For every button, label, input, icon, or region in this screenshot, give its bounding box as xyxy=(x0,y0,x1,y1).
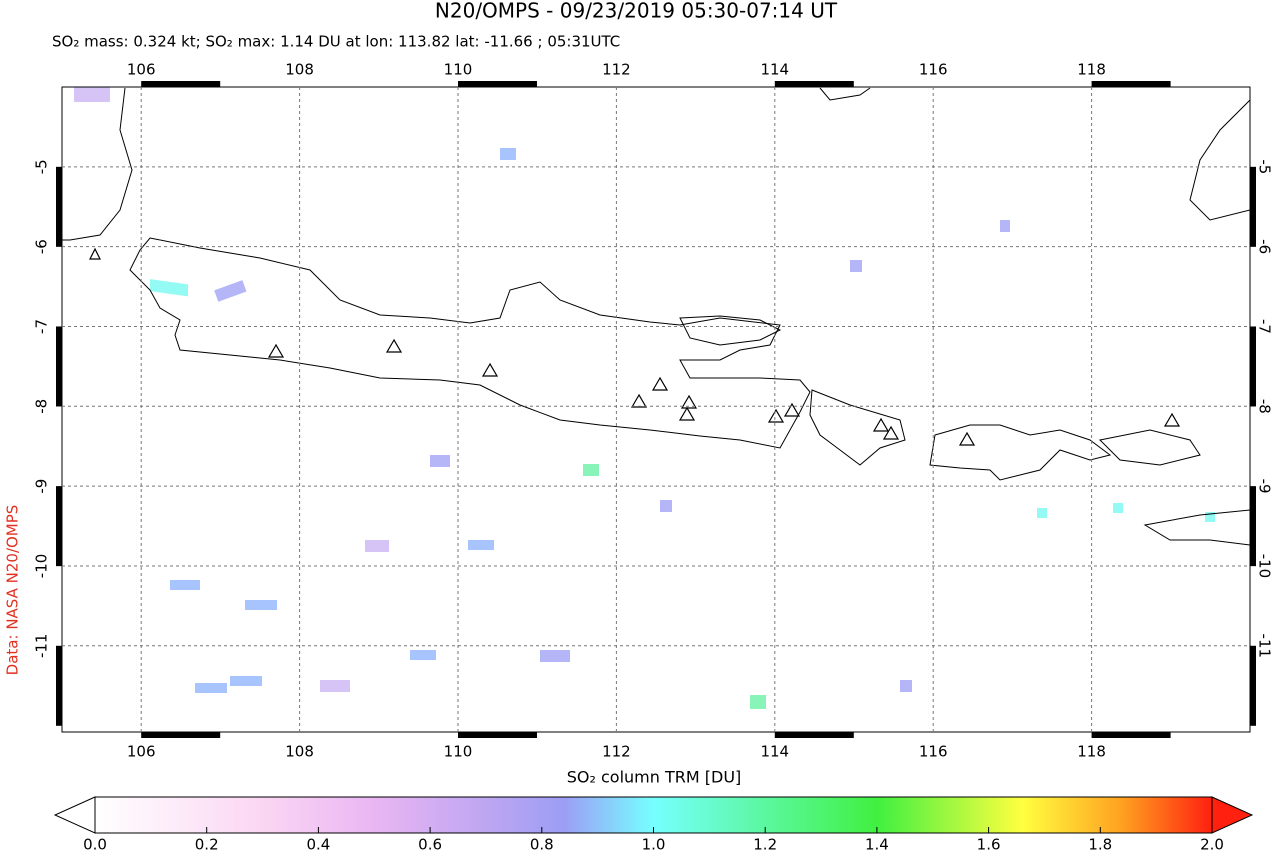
x-tick-label: 116 xyxy=(919,61,948,79)
title: N20/OMPS - 09/23/2019 05:30-07:14 UT xyxy=(435,0,838,23)
colorbar-tick-label: 1.6 xyxy=(977,836,1001,854)
colorbar-over xyxy=(1212,797,1252,833)
y-tick-label: -8 xyxy=(33,399,51,414)
frame-bar xyxy=(56,486,62,566)
y-tick-label: -10 xyxy=(33,554,51,579)
y-tick-label: -10 xyxy=(1256,554,1272,579)
colorbar-tick-label: 0.8 xyxy=(530,836,554,854)
y-tick-label: -6 xyxy=(1256,239,1272,254)
x-tick-label: 118 xyxy=(1077,743,1106,761)
colorbar-tick-label: 1.4 xyxy=(865,836,889,854)
map-frame xyxy=(62,87,1250,732)
x-tick-label: 110 xyxy=(444,743,473,761)
y-tick-label: -6 xyxy=(33,239,51,254)
frame-bar xyxy=(458,81,537,87)
y-tick-label: -8 xyxy=(1256,399,1272,414)
coastline xyxy=(62,88,1250,545)
x-tick-label: 108 xyxy=(285,61,314,79)
frame-bar xyxy=(1250,167,1256,247)
y-tick-label: -11 xyxy=(1256,634,1272,659)
frame-bar xyxy=(141,732,220,738)
y-tick-label: -11 xyxy=(33,634,51,659)
colorbar-tick-label: 1.0 xyxy=(642,836,666,854)
so2-pixels xyxy=(74,86,1215,709)
x-tick-label: 106 xyxy=(127,743,156,761)
y-tick-label: -9 xyxy=(33,479,51,494)
x-tick-label: 112 xyxy=(602,743,631,761)
x-tick-label: 110 xyxy=(444,61,473,79)
frame-bar xyxy=(56,646,62,726)
x-tick-label: 116 xyxy=(919,743,948,761)
y-tick-label: -5 xyxy=(1256,159,1272,174)
y-tick-label: -7 xyxy=(33,319,51,334)
y-tick-label: -9 xyxy=(1256,479,1272,494)
colorbar-under xyxy=(55,797,95,833)
frame-bar xyxy=(1250,326,1256,406)
x-tick-label: 114 xyxy=(760,61,789,79)
colorbar-tick-label: 0.4 xyxy=(306,836,330,854)
colorbar-label: SO₂ column TRM [DU] xyxy=(567,768,742,787)
x-tick-label: 112 xyxy=(602,61,631,79)
frame-bar xyxy=(1092,81,1171,87)
frame-bar xyxy=(458,732,537,738)
colorbar-tick-label: 0.2 xyxy=(195,836,219,854)
frame-bar xyxy=(141,81,220,87)
x-tick-label: 108 xyxy=(285,743,314,761)
frame-bar xyxy=(1250,646,1256,726)
frame-bar xyxy=(56,326,62,406)
y-tick-label: -7 xyxy=(1256,319,1272,334)
x-tick-label: 118 xyxy=(1077,61,1106,79)
colorbar-tick-label: 1.2 xyxy=(753,836,777,854)
colorbar-tick-label: 2.0 xyxy=(1200,836,1224,854)
frame-bar xyxy=(775,732,854,738)
subtitle: SO₂ mass: 0.324 kt; SO₂ max: 1.14 DU at … xyxy=(52,33,620,51)
volcano-markers xyxy=(90,249,1179,445)
y-tick-label: -5 xyxy=(33,159,51,174)
colorbar-tick-label: 0.0 xyxy=(83,836,107,854)
side-label: Data: NASA N20/OMPS xyxy=(4,505,22,676)
frame-bar xyxy=(1092,732,1171,738)
frame-bar xyxy=(56,167,62,247)
x-tick-label: 114 xyxy=(760,743,789,761)
x-tick-label: 106 xyxy=(127,61,156,79)
map-area xyxy=(62,86,1250,709)
colorbar-tick-label: 1.8 xyxy=(1088,836,1112,854)
frame-bar xyxy=(775,81,854,87)
colorbar-tick-label: 0.6 xyxy=(418,836,442,854)
frame-bar xyxy=(1250,486,1256,566)
